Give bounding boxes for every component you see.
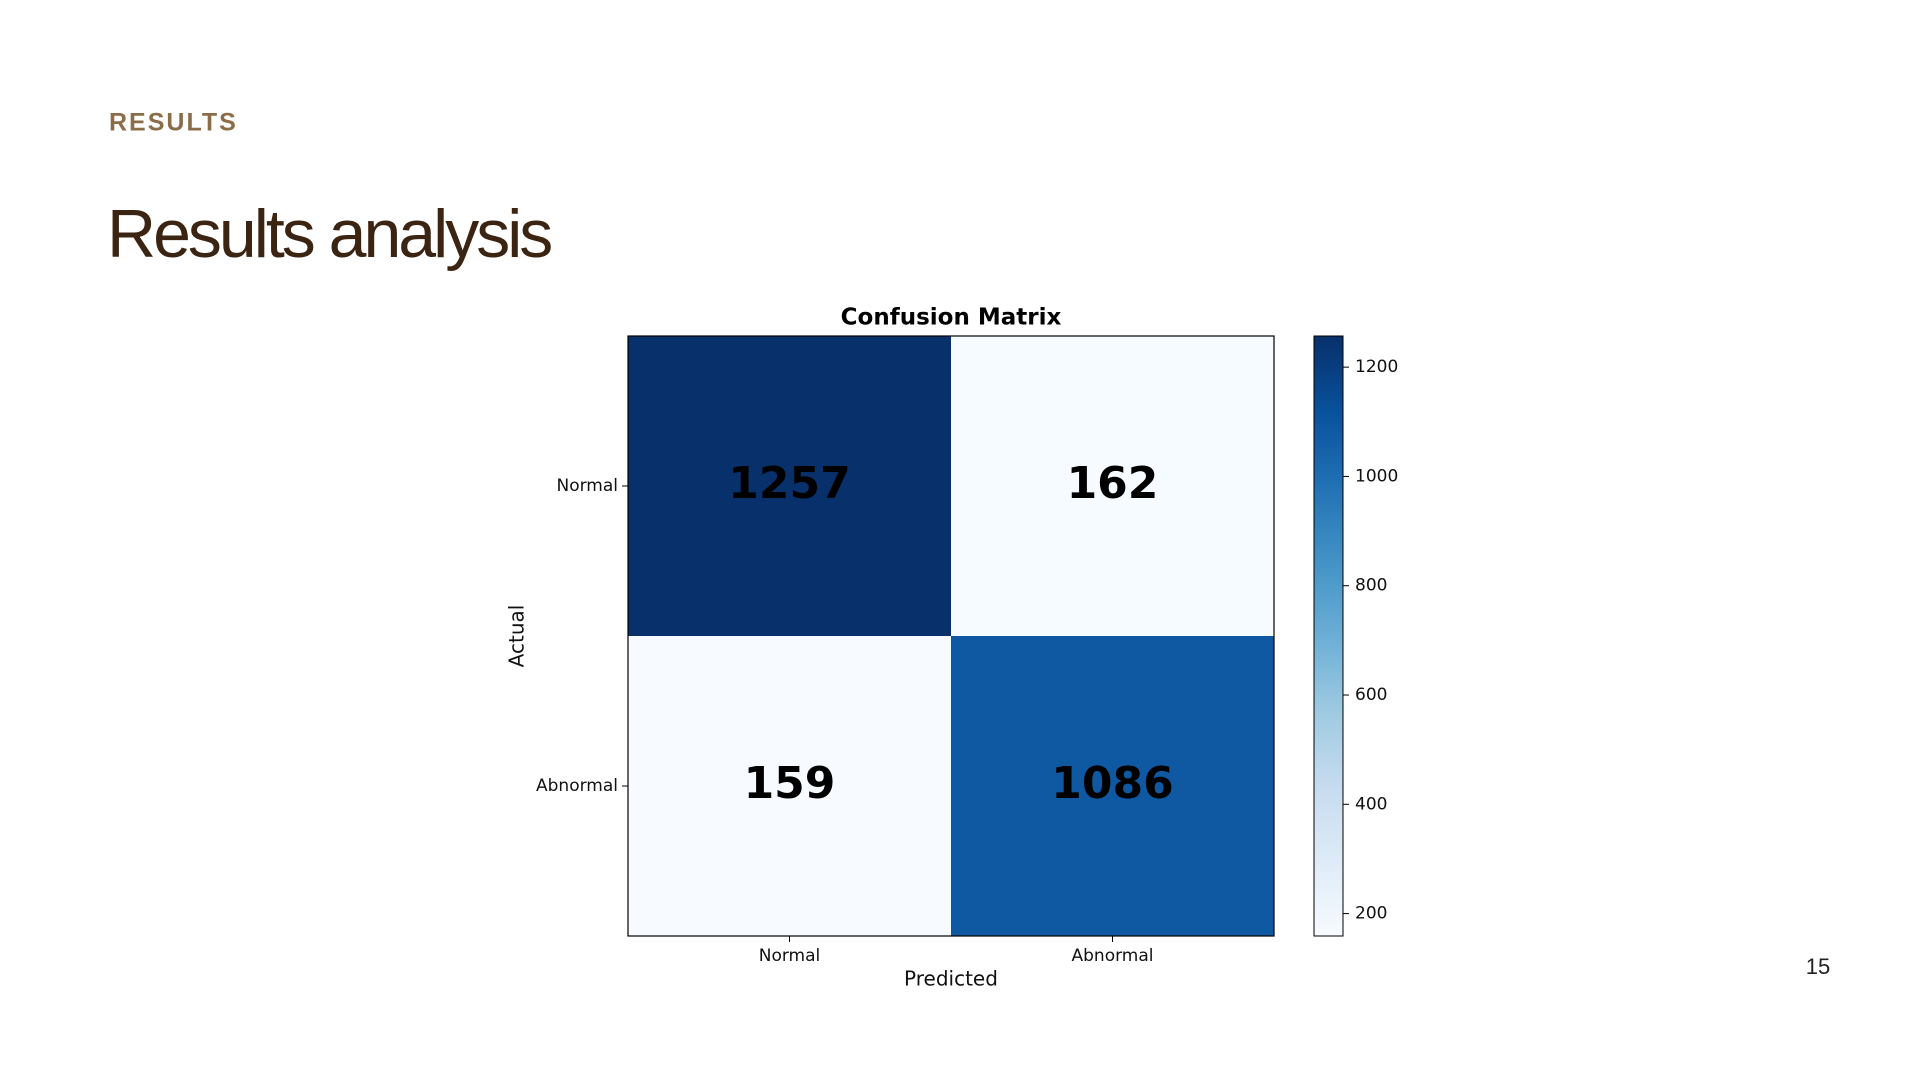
- cell-label: 1257: [728, 458, 850, 509]
- heatmap-cell: [628, 336, 951, 636]
- colorbar-tick-label: 1200: [1355, 357, 1398, 377]
- heatmap-cell: [951, 636, 1274, 936]
- cell-label: 159: [744, 758, 836, 809]
- x-axis-label: Predicted: [904, 967, 998, 991]
- colorbar-tick-label: 200: [1355, 904, 1387, 924]
- x-tick-label: Normal: [759, 946, 821, 966]
- heatmap-cell: [951, 336, 1274, 636]
- page-number: 15: [1806, 954, 1830, 979]
- y-tick-label: Abnormal: [536, 776, 618, 796]
- cell-label: 162: [1067, 458, 1159, 509]
- slide-title: Results analysis: [107, 196, 551, 272]
- colorbar-tick-label: 400: [1355, 794, 1387, 814]
- y-tick-label: Normal: [556, 476, 618, 496]
- colorbar-tick-label: 600: [1355, 685, 1387, 705]
- colorbar: [1313, 335, 1344, 937]
- chart-title: Confusion Matrix: [841, 305, 1062, 331]
- y-axis-label: Actual: [505, 605, 529, 668]
- cell-label: 1086: [1051, 758, 1173, 809]
- heatmap-cell: [628, 636, 951, 936]
- x-tick-label: Abnormal: [1072, 946, 1154, 966]
- plot-frame: [627, 335, 1275, 937]
- colorbar-tick-label: 800: [1355, 576, 1387, 596]
- colorbar-tick-label: 1000: [1355, 466, 1398, 486]
- kicker: RESULTS: [109, 109, 238, 137]
